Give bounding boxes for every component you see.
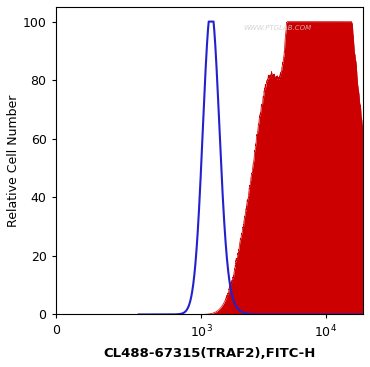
Y-axis label: Relative Cell Number: Relative Cell Number	[7, 95, 20, 227]
Text: WWW.PTGLAB.COM: WWW.PTGLAB.COM	[243, 25, 311, 32]
X-axis label: CL488-67315(TRAF2),FITC-H: CL488-67315(TRAF2),FITC-H	[103, 347, 316, 360]
